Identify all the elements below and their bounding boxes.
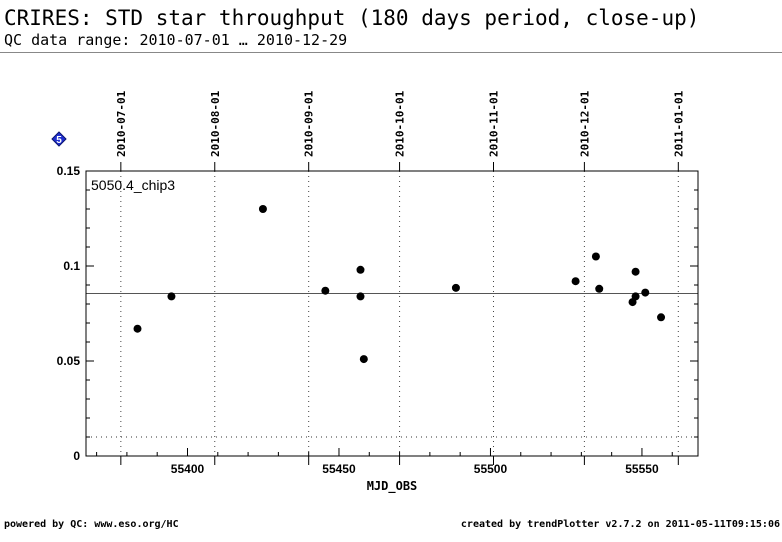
- date-tick-label: 2010-10-01: [394, 90, 407, 157]
- x-tick-label: 55450: [322, 462, 356, 476]
- data-point: [571, 277, 580, 286]
- date-tick-label: 2010-12-01: [578, 90, 591, 157]
- x-axis-label: MJD_OBS: [367, 479, 418, 494]
- date-tick-label: 2010-07-01: [115, 90, 128, 157]
- date-tick-label: 2010-09-01: [303, 90, 316, 157]
- data-points: [133, 205, 666, 364]
- data-point: [631, 267, 640, 276]
- axis-ticks: 0 0.05 0.1 0.15 55400 55450 55500 55550: [57, 164, 698, 476]
- x-tick-label: 55400: [171, 462, 205, 476]
- data-point: [258, 205, 267, 213]
- data-point: [451, 283, 460, 292]
- x-tick-label: 55500: [474, 462, 508, 476]
- data-point: [591, 252, 600, 261]
- footer-created-by: created by trendPlotter v2.7.2 on 2011-0…: [460, 519, 780, 530]
- date-tick-label: 2011-01-01: [672, 90, 685, 157]
- y-tick-label: 0.1: [63, 259, 80, 273]
- data-point: [657, 313, 666, 322]
- month-grid: [120, 171, 679, 456]
- y-tick-label: 0.15: [57, 164, 81, 178]
- data-point: [356, 265, 365, 274]
- data-point: [321, 286, 330, 295]
- page-title: CRIRES: STD star throughput (180 days pe…: [4, 6, 700, 30]
- x-tick-label: 55550: [625, 462, 659, 476]
- data-point: [167, 292, 176, 301]
- data-point: [641, 288, 650, 297]
- y-tick-label: 0.05: [57, 354, 81, 368]
- badge-label: 5: [56, 135, 62, 146]
- data-point: [595, 284, 604, 293]
- plot-frame: [85, 170, 699, 457]
- header-divider: [0, 52, 782, 53]
- data-point: [133, 324, 142, 333]
- date-tick-label: 2010-11-01: [487, 90, 500, 157]
- diamond-icon: 5: [51, 131, 67, 147]
- data-point: [631, 292, 640, 301]
- reference-lines: [86, 293, 698, 438]
- panel-label: 5050.4_chip3: [91, 177, 175, 193]
- page-subtitle: QC data range: 2010-07-01 … 2010-12-29: [4, 31, 348, 49]
- data-point: [359, 355, 368, 364]
- y-tick-label: 0: [73, 449, 80, 463]
- date-axis: 2010-07-01 2010-08-01 2010-09-01 2010-10-01…: [115, 90, 685, 465]
- data-point: [356, 292, 365, 301]
- footer-powered-by: powered by QC: www.eso.org/HC: [4, 519, 179, 530]
- date-tick-label: 2010-08-01: [209, 90, 222, 157]
